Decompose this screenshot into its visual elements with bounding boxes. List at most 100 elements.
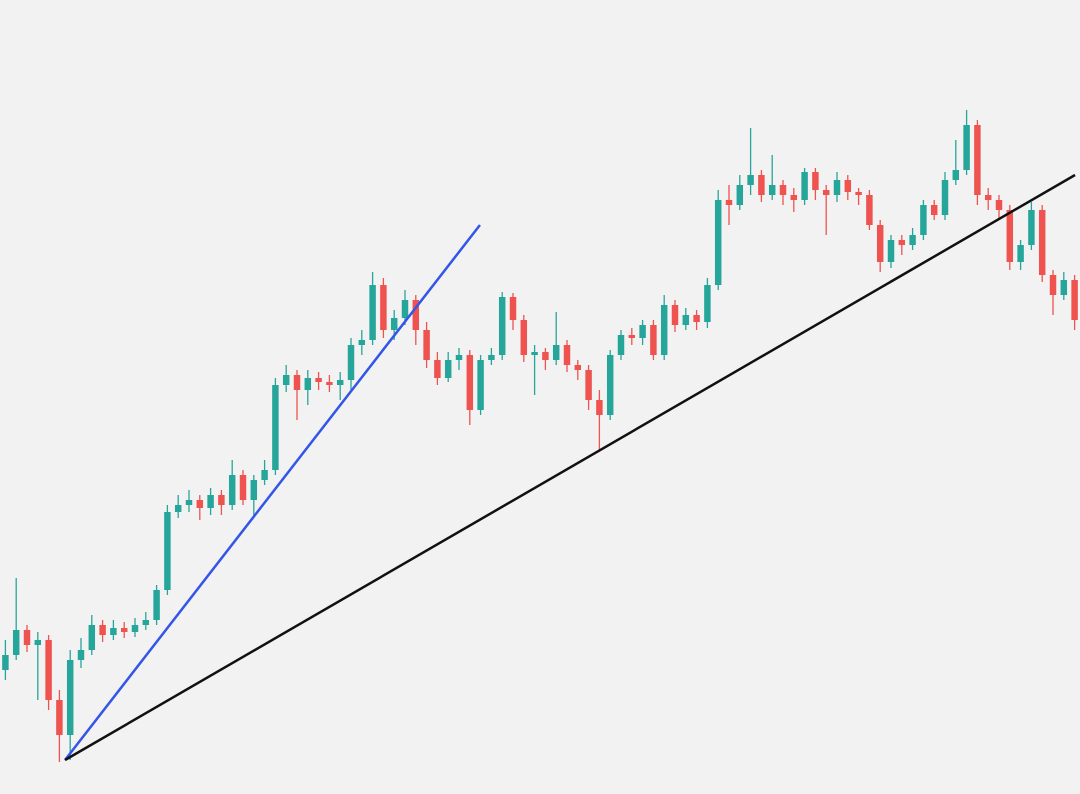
candle-body	[941, 180, 949, 215]
candle-body	[909, 235, 916, 245]
candle-body	[920, 205, 927, 235]
candle-body	[477, 360, 484, 410]
candle-body	[974, 125, 981, 195]
candle-body	[423, 330, 430, 360]
candle-body	[380, 285, 387, 330]
candle-body	[855, 192, 862, 195]
candle-body	[812, 172, 819, 190]
candle-body	[671, 305, 679, 325]
candle-body	[261, 470, 268, 480]
candle-body	[326, 382, 333, 385]
candle-body	[930, 205, 938, 215]
candle-body	[347, 345, 355, 380]
candle-body	[142, 620, 150, 625]
candle-body	[617, 335, 625, 355]
candle-body	[563, 345, 571, 365]
candle-body	[952, 170, 960, 180]
candle-body	[304, 378, 312, 390]
candle-body	[704, 285, 711, 322]
candle-body	[358, 340, 366, 345]
candle-body	[174, 505, 182, 512]
candle-body	[790, 195, 798, 200]
trend-line	[64, 173, 1076, 762]
candle-body	[185, 500, 193, 505]
candle-body	[1060, 280, 1068, 295]
candle-body	[250, 480, 258, 500]
candle-body	[531, 352, 538, 355]
candle-body	[747, 175, 754, 185]
candle-body	[164, 512, 171, 590]
candle-body	[876, 225, 884, 262]
candle-body	[509, 297, 517, 320]
candle-body	[1017, 245, 1024, 262]
candle-body	[542, 352, 549, 360]
candle-body	[282, 375, 290, 385]
candle-body	[401, 300, 409, 318]
candle-body	[898, 240, 906, 245]
candle-body	[1038, 210, 1046, 275]
candle-body	[639, 325, 646, 338]
candle-body	[390, 318, 398, 330]
candle-body	[768, 185, 776, 195]
candle-body	[822, 190, 830, 195]
candle-body	[714, 200, 722, 285]
candle-body	[574, 365, 582, 370]
candle-body	[488, 355, 495, 360]
candle-body	[1006, 210, 1014, 262]
candle-body	[56, 700, 63, 735]
candle-body	[1071, 280, 1078, 320]
candle-body	[520, 320, 528, 355]
candle-body	[682, 315, 690, 325]
candle-body	[596, 400, 603, 415]
candle-body	[131, 625, 139, 632]
candle-body	[66, 660, 74, 735]
candle-body	[153, 590, 160, 620]
candle-body	[110, 628, 117, 635]
candle-body	[34, 640, 42, 645]
candle-body	[77, 650, 85, 660]
candle-body	[120, 628, 128, 632]
candle-body	[995, 200, 1003, 210]
candle-body	[2, 655, 9, 670]
candle-body	[88, 625, 96, 650]
candle-body	[228, 475, 236, 505]
candle-body	[693, 315, 700, 322]
candle-body	[887, 240, 895, 262]
candle-body	[1028, 210, 1035, 245]
candle-body	[552, 345, 560, 360]
candle-body	[272, 385, 279, 470]
candle-body	[455, 355, 463, 360]
candle-body	[606, 355, 614, 415]
trend-line	[64, 224, 481, 761]
candle-body	[833, 180, 841, 195]
candle-body	[239, 475, 247, 500]
candle-body	[984, 195, 992, 200]
candle-body	[315, 378, 322, 382]
candle-body	[725, 200, 733, 205]
candle-body	[866, 195, 873, 225]
candle-body	[498, 297, 506, 355]
candle-body	[1049, 275, 1057, 295]
candle-body	[650, 325, 657, 355]
candle-body	[196, 500, 204, 508]
candle-body	[12, 630, 20, 655]
candle-body	[99, 625, 106, 635]
candle-body	[466, 355, 474, 410]
candle-body	[444, 360, 452, 378]
candle-body	[758, 175, 765, 195]
candle-body	[628, 335, 636, 338]
candle-body	[412, 300, 420, 330]
candle-body	[660, 305, 668, 355]
candle-body	[218, 495, 225, 505]
candle-body	[434, 360, 441, 378]
candle-body	[207, 495, 214, 508]
candle-body	[23, 630, 31, 645]
candle-body	[293, 375, 301, 390]
candle-body	[45, 640, 52, 700]
candle-body	[585, 370, 592, 400]
candle-body	[963, 125, 970, 170]
candle-body	[336, 380, 344, 385]
candle-body	[736, 185, 744, 205]
